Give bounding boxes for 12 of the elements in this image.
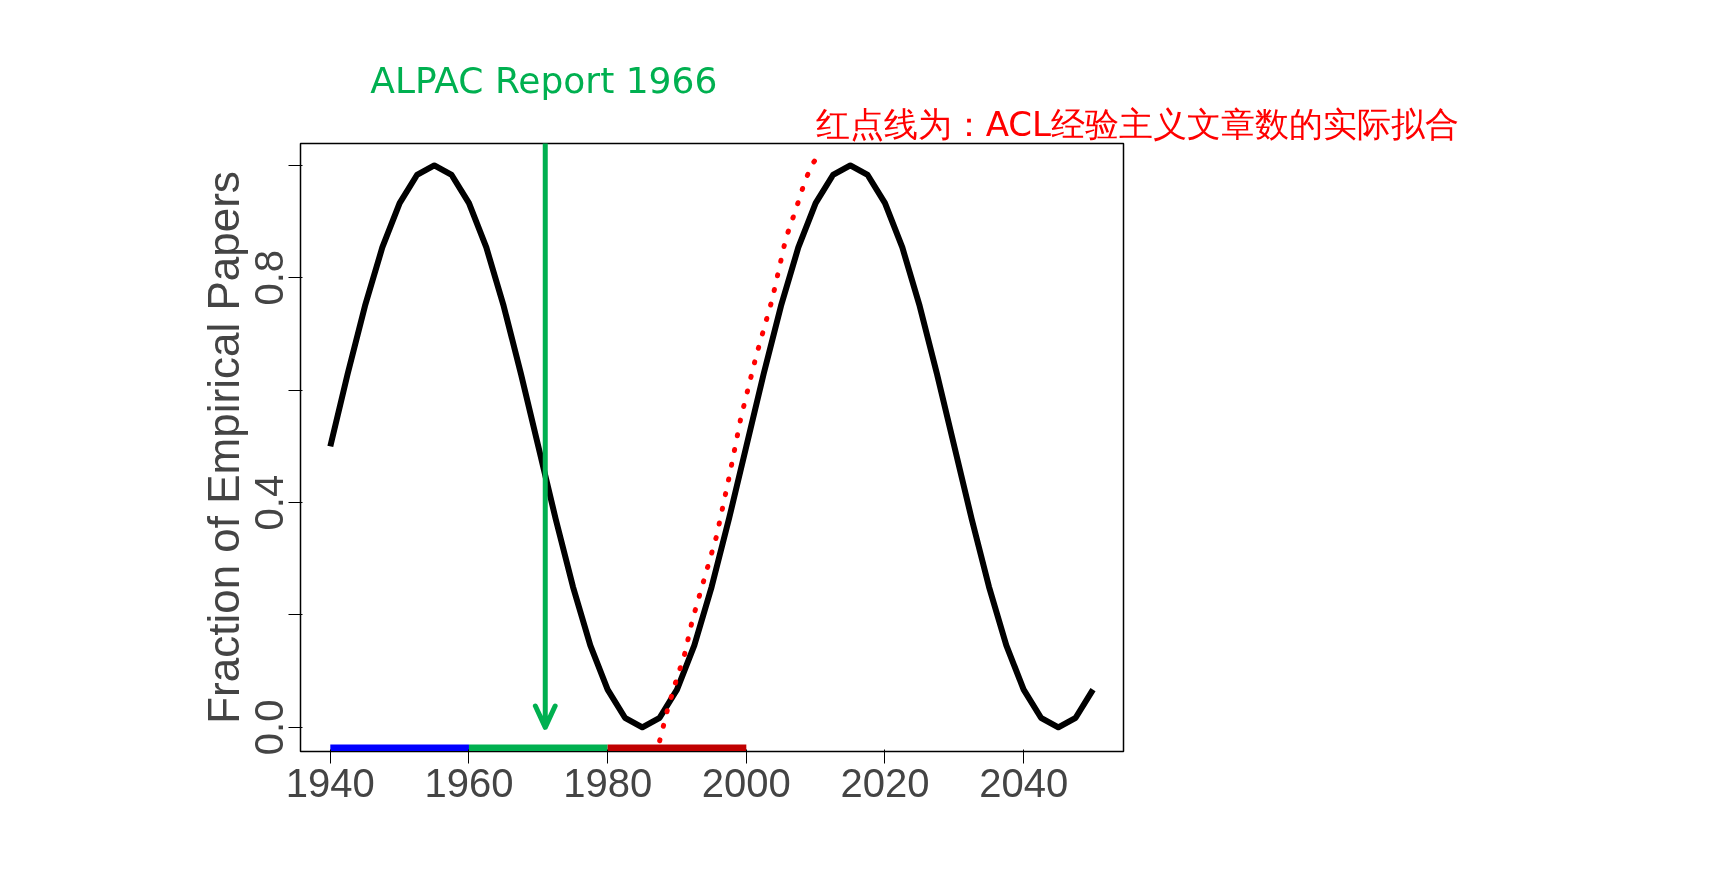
y-axis-title: Fraction of Empirical Papers bbox=[198, 171, 248, 724]
x-tick-label: 1980 bbox=[563, 760, 653, 805]
x-tick-label: 2000 bbox=[701, 760, 791, 805]
y-tick-label: 0.0 bbox=[247, 699, 292, 756]
y-tick-label: 0.8 bbox=[247, 249, 292, 306]
x-tick-label: 2040 bbox=[979, 760, 1069, 805]
y-tick-label: 0.4 bbox=[247, 474, 292, 531]
x-tick-label: 1940 bbox=[285, 760, 375, 805]
annotation: 红点线为：ACL经验主义文章数的实际拟合 bbox=[815, 103, 1459, 144]
x-tick-label: 1960 bbox=[424, 760, 514, 805]
ref-line-label: ALPAC Report 1966 bbox=[370, 59, 718, 101]
x-tick-label: 2020 bbox=[840, 760, 930, 805]
